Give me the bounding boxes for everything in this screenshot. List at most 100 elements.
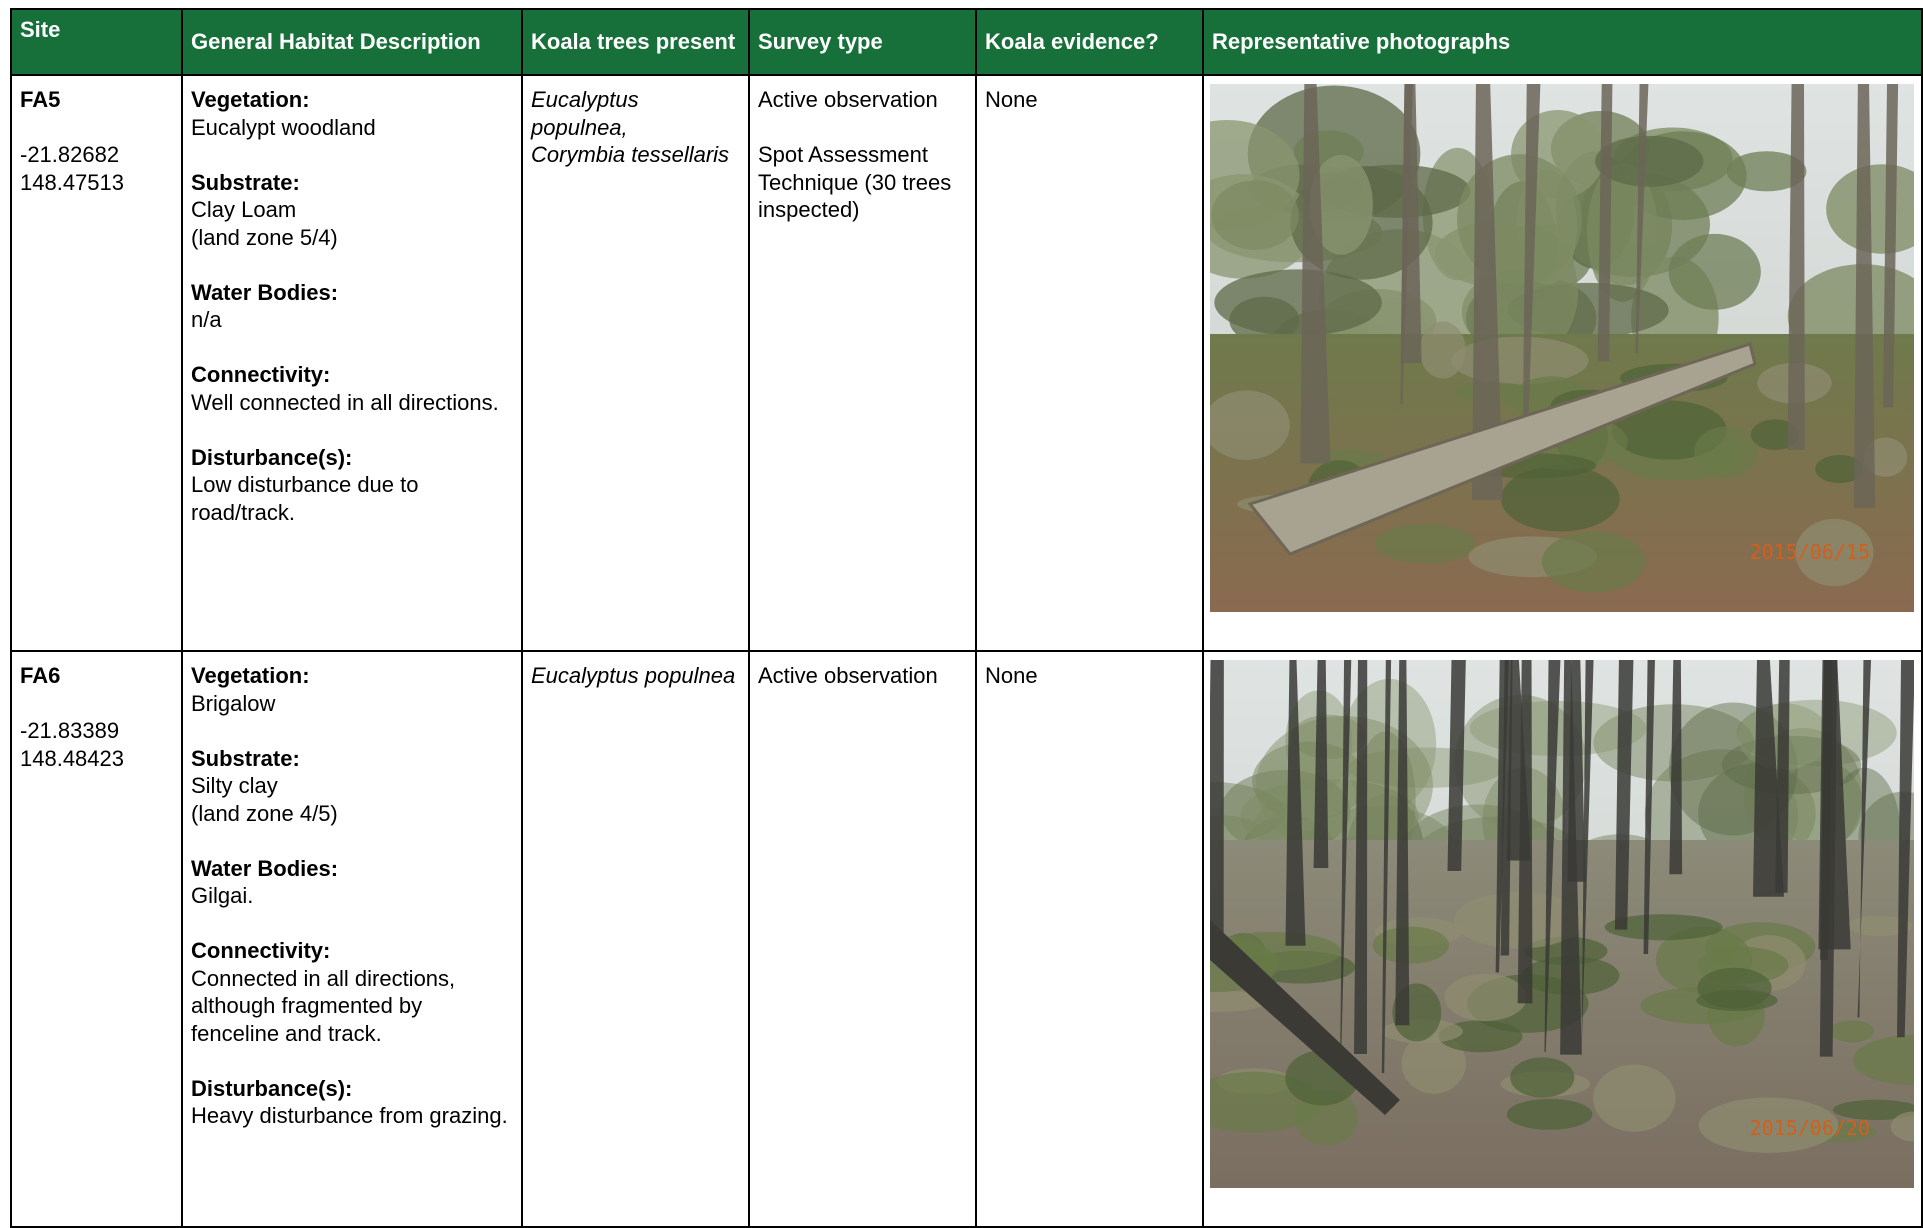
site-photograph: 2015/06/15: [1210, 84, 1914, 612]
site-photograph: 2015/06/20: [1210, 660, 1914, 1188]
photo-shrub: [1890, 1111, 1914, 1142]
koala-evidence: None: [985, 87, 1038, 112]
photo-trunk: [1787, 84, 1805, 451]
photo-shrub: [1698, 1097, 1839, 1153]
photo-shrub: [1696, 989, 1778, 1011]
photo-foliage: [1211, 180, 1299, 250]
site-coordinate: 148.48423: [20, 745, 124, 771]
survey-type: Active observation: [758, 663, 938, 688]
habitat-text: Eucalypt woodland: [191, 114, 376, 140]
photo-foliage: [1726, 151, 1807, 192]
habitat-text: Brigalow: [191, 690, 276, 716]
habitat-text: Clay Loam: [191, 197, 297, 222]
table-row: FA5 -21.82682 148.47513 Vegetation: Eucalypt…: [10, 74, 1923, 652]
site-id: FA5: [20, 87, 61, 112]
habitat-section: Disturbance(s): Low disturbance due to ro…: [191, 444, 513, 527]
habitat-section: Substrate: Clay Loam (land zone 5/4): [191, 169, 513, 252]
site-coordinate: -21.83389: [20, 718, 120, 743]
column-header: Koala evidence?: [975, 8, 1204, 76]
photo-shrub: [1795, 518, 1874, 587]
photo-trunk: [1447, 660, 1466, 871]
photo-shrub: [1815, 454, 1864, 484]
habitat-section: Vegetation: Brigalow: [191, 662, 513, 717]
photo-date-stamp: 2015/06/15: [1750, 540, 1870, 564]
photo-foliage: [1252, 741, 1367, 821]
photo-shrub: [1451, 336, 1589, 385]
site-cell: FA6 -21.83389 148.48423: [10, 650, 183, 1228]
photo-trunk: [1597, 84, 1613, 362]
photo-shrub: [1419, 321, 1466, 379]
habitat-section: Water Bodies: Gilgai.: [191, 855, 513, 910]
habitat-cell: Vegetation: Brigalow Substrate: Silty clay(…: [181, 650, 523, 1228]
tree-species: Eucalyptus populnea: [531, 663, 736, 688]
photo-trunk: [1669, 660, 1683, 875]
photo-trunk: [1210, 660, 1224, 941]
photo-shrub: [1375, 523, 1475, 564]
trees-cell: Eucalyptus populnea: [521, 650, 750, 1228]
photo-trunk: [1353, 660, 1368, 1055]
survey-type: Spot Assessment Technique (30 trees insp…: [758, 142, 952, 222]
photo-date-stamp: 2015/06/20: [1750, 1116, 1870, 1140]
photo-trunk: [1635, 84, 1649, 354]
photo-cell: 2015/06/15: [1202, 74, 1923, 652]
habitat-label: Substrate:: [191, 745, 300, 771]
photo-shrub: [1593, 1064, 1676, 1132]
habitat-cell: Vegetation: Eucalypt woodland Substrate: Cl…: [181, 74, 523, 652]
survey-cell: Active observation: [748, 650, 977, 1228]
habitat-text: Gilgai.: [191, 883, 254, 908]
photo-trunk: [1567, 660, 1586, 882]
habitat-text: Connected in all directions, although fr…: [191, 965, 456, 1046]
photo-trunk: [1313, 660, 1329, 869]
photo-trunk: [1471, 84, 1503, 500]
photo-foliage: [1309, 154, 1373, 255]
habitat-text: Silty clay: [191, 773, 278, 798]
habitat-label: Connectivity:: [191, 938, 331, 963]
photo-trunk: [1381, 660, 1392, 1074]
photo-fallen-log: [1247, 342, 1757, 556]
photo-shrub: [1510, 1057, 1575, 1098]
photo-trunk: [1340, 660, 1352, 1076]
photo-shrub: [1506, 1098, 1593, 1130]
photo-trunk: [1819, 660, 1838, 1057]
habitat-label: Vegetation:: [191, 87, 310, 112]
photo-leaning-trunk: [1210, 920, 1400, 1115]
photo-foliage: [1668, 233, 1761, 310]
photo-trunk: [1522, 84, 1541, 432]
habitat-label: Connectivity:: [191, 362, 331, 387]
photo-trunk: [1506, 660, 1531, 861]
photo-shrub: [1750, 419, 1800, 450]
survey-type: Active observation: [758, 87, 938, 112]
habitat-section: Water Bodies: n/a: [191, 279, 513, 334]
trees-cell: Eucalyptus populnea, Corymbia tessellaris: [521, 74, 750, 652]
habitat-text: Well connected in all directions.: [191, 389, 499, 415]
photo-trunk: [1400, 84, 1422, 364]
site-coordinate: 148.47513: [20, 169, 124, 195]
habitat-label: Water Bodies:: [191, 279, 339, 305]
evidence-cell: None: [975, 650, 1204, 1228]
habitat-text: n/a: [191, 307, 222, 332]
habitat-label: Disturbance(s):: [191, 444, 353, 470]
photo-trunk: [1395, 660, 1410, 1026]
photo-foliage: [1229, 296, 1300, 344]
table-body: FA5 -21.82682 148.47513 Vegetation: Eucalypt…: [10, 74, 1923, 1228]
photo-shrub: [1847, 915, 1913, 936]
survey-cell: Active observation Spot Assessment Techni…: [748, 74, 977, 652]
header-row: Site General Habitat Description Koala tre…: [10, 8, 1923, 76]
photo-trunk: [1300, 84, 1331, 464]
column-header: Survey type: [748, 8, 977, 76]
habitat-table: Site General Habitat Description Koala tre…: [10, 8, 1923, 1228]
photo-trunk: [1853, 84, 1876, 508]
habitat-section: Vegetation: Eucalypt woodland: [191, 86, 513, 141]
photo-shrub: [1500, 465, 1620, 532]
photo-trunk: [1285, 660, 1306, 946]
photo-foliage: [1240, 779, 1419, 853]
photo-foliage: [1210, 781, 1286, 844]
photo-shrub: [1852, 1035, 1914, 1086]
photo-trunk: [1614, 660, 1634, 930]
photo-trunk: [1581, 660, 1594, 1046]
photo-trunk: [1857, 660, 1872, 1018]
column-header: Koala trees present: [521, 8, 750, 76]
habitat-text: Low disturbance due to road/track.: [191, 472, 419, 525]
habitat-label: Disturbance(s):: [191, 1075, 353, 1101]
